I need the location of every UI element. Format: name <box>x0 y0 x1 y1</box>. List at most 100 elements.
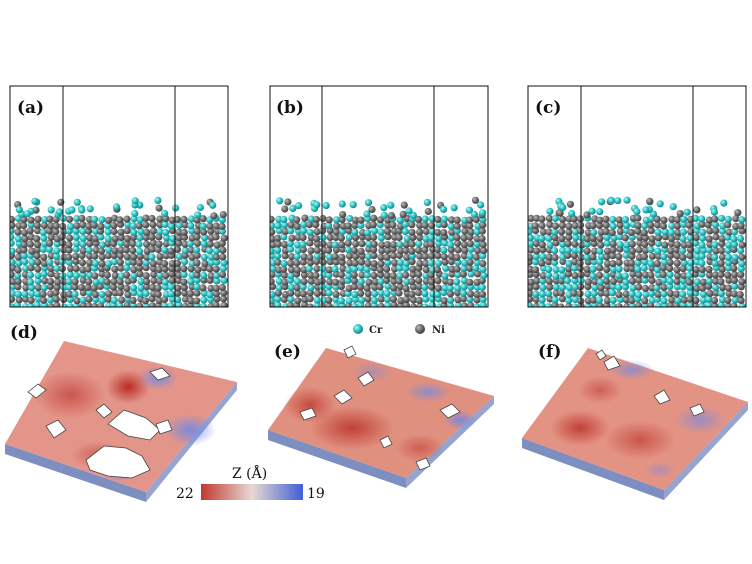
atom-cr <box>91 259 100 267</box>
atom-ni <box>615 216 623 224</box>
atom-ni <box>117 233 125 241</box>
atom-cr <box>642 216 650 224</box>
atom-cr <box>319 233 327 242</box>
atom-ni <box>370 252 378 260</box>
atom-ni <box>642 246 650 254</box>
atom-ni <box>167 247 175 255</box>
atom-ni <box>60 277 68 286</box>
atom-cr <box>72 271 80 280</box>
atom-cr <box>725 241 733 249</box>
atom-cr <box>72 245 80 253</box>
adatom-ni <box>155 204 163 212</box>
atom-ni <box>402 271 410 279</box>
atom-ni <box>628 277 637 285</box>
atom-cr <box>447 222 455 230</box>
atom-cr <box>552 272 560 280</box>
atom-cr <box>175 221 183 229</box>
atom-ni <box>558 235 566 243</box>
atom-ni <box>446 290 455 298</box>
atom-ni <box>180 228 188 236</box>
atom-ni <box>725 289 733 298</box>
atom-ni <box>440 229 448 237</box>
adatom-cr <box>720 199 728 207</box>
atom-cr <box>287 283 296 291</box>
atom-cr <box>33 290 42 298</box>
atom-ni <box>270 278 275 286</box>
adatom-cr <box>322 202 330 210</box>
atom-cr <box>603 239 611 247</box>
atom-ni <box>718 246 726 255</box>
atom-cr <box>156 271 164 279</box>
atom-ni <box>351 283 359 291</box>
atom-cr <box>711 241 719 249</box>
atom-cr <box>370 296 378 304</box>
atom-ni <box>206 240 214 248</box>
atom-cr <box>142 289 150 297</box>
atom-cr <box>270 265 277 273</box>
atom-cr <box>680 259 688 267</box>
atom-ni <box>603 265 611 273</box>
atom-ni <box>480 247 488 255</box>
atom-cr <box>280 259 288 268</box>
atom-cr <box>667 228 676 237</box>
atom-cr <box>280 215 288 224</box>
atom-ni <box>460 241 468 249</box>
atom-cr <box>274 222 282 230</box>
atom-cr <box>544 271 553 279</box>
atom-cr <box>609 222 617 230</box>
atom-cr <box>10 233 15 241</box>
atom-cr <box>307 284 315 292</box>
atom-cr <box>206 291 214 299</box>
atom-ni <box>466 278 474 286</box>
atom-ni <box>397 297 405 305</box>
atom-cr <box>287 227 295 235</box>
atom-ni <box>447 258 456 266</box>
atom-ni <box>472 253 480 261</box>
atom-ni <box>571 272 579 280</box>
panel-c: (c) <box>527 85 747 308</box>
atom-ni <box>538 221 546 230</box>
atom-cr <box>668 222 676 230</box>
atom-ni <box>180 265 188 273</box>
atom-ni <box>692 233 701 241</box>
atom-ni <box>557 228 566 236</box>
atom-cr <box>45 245 54 253</box>
atom-ni <box>52 295 60 303</box>
adatom-cr <box>477 201 485 209</box>
atom-cr <box>167 290 175 298</box>
atom-cr <box>705 301 713 307</box>
atom-ni <box>193 297 201 305</box>
atom-ni <box>584 229 592 237</box>
atom-ni <box>78 259 87 267</box>
atom-ni <box>545 277 553 285</box>
atom-ni <box>47 278 55 286</box>
atom-cr <box>14 290 22 298</box>
atom-ni <box>110 214 119 222</box>
atom-ni <box>390 277 398 285</box>
atom-ni <box>15 296 23 304</box>
atom-ni <box>408 278 416 286</box>
atom-ni <box>615 303 623 307</box>
adatom-cr <box>31 197 39 205</box>
atom-cr <box>130 228 138 236</box>
atom-cr <box>156 227 164 236</box>
atom-ni <box>473 290 481 298</box>
atom-ni <box>647 227 655 235</box>
atom-ni <box>293 284 301 292</box>
atom-ni <box>622 296 631 304</box>
atom-ni <box>724 221 732 229</box>
atom-cr <box>193 276 201 284</box>
atom-ni <box>22 284 30 292</box>
atom-ni <box>565 228 573 236</box>
atom-ni <box>427 278 436 286</box>
atom-ni <box>571 221 579 230</box>
atom-ni <box>686 295 694 303</box>
adatom-cr <box>338 200 346 208</box>
label-f: (f) <box>538 342 561 362</box>
atom-cr <box>351 228 359 236</box>
atom-cr <box>98 241 106 249</box>
atom-cr <box>679 235 687 243</box>
atom-cr <box>161 220 169 228</box>
atom-ni <box>162 239 171 248</box>
atom-cr <box>539 253 547 261</box>
